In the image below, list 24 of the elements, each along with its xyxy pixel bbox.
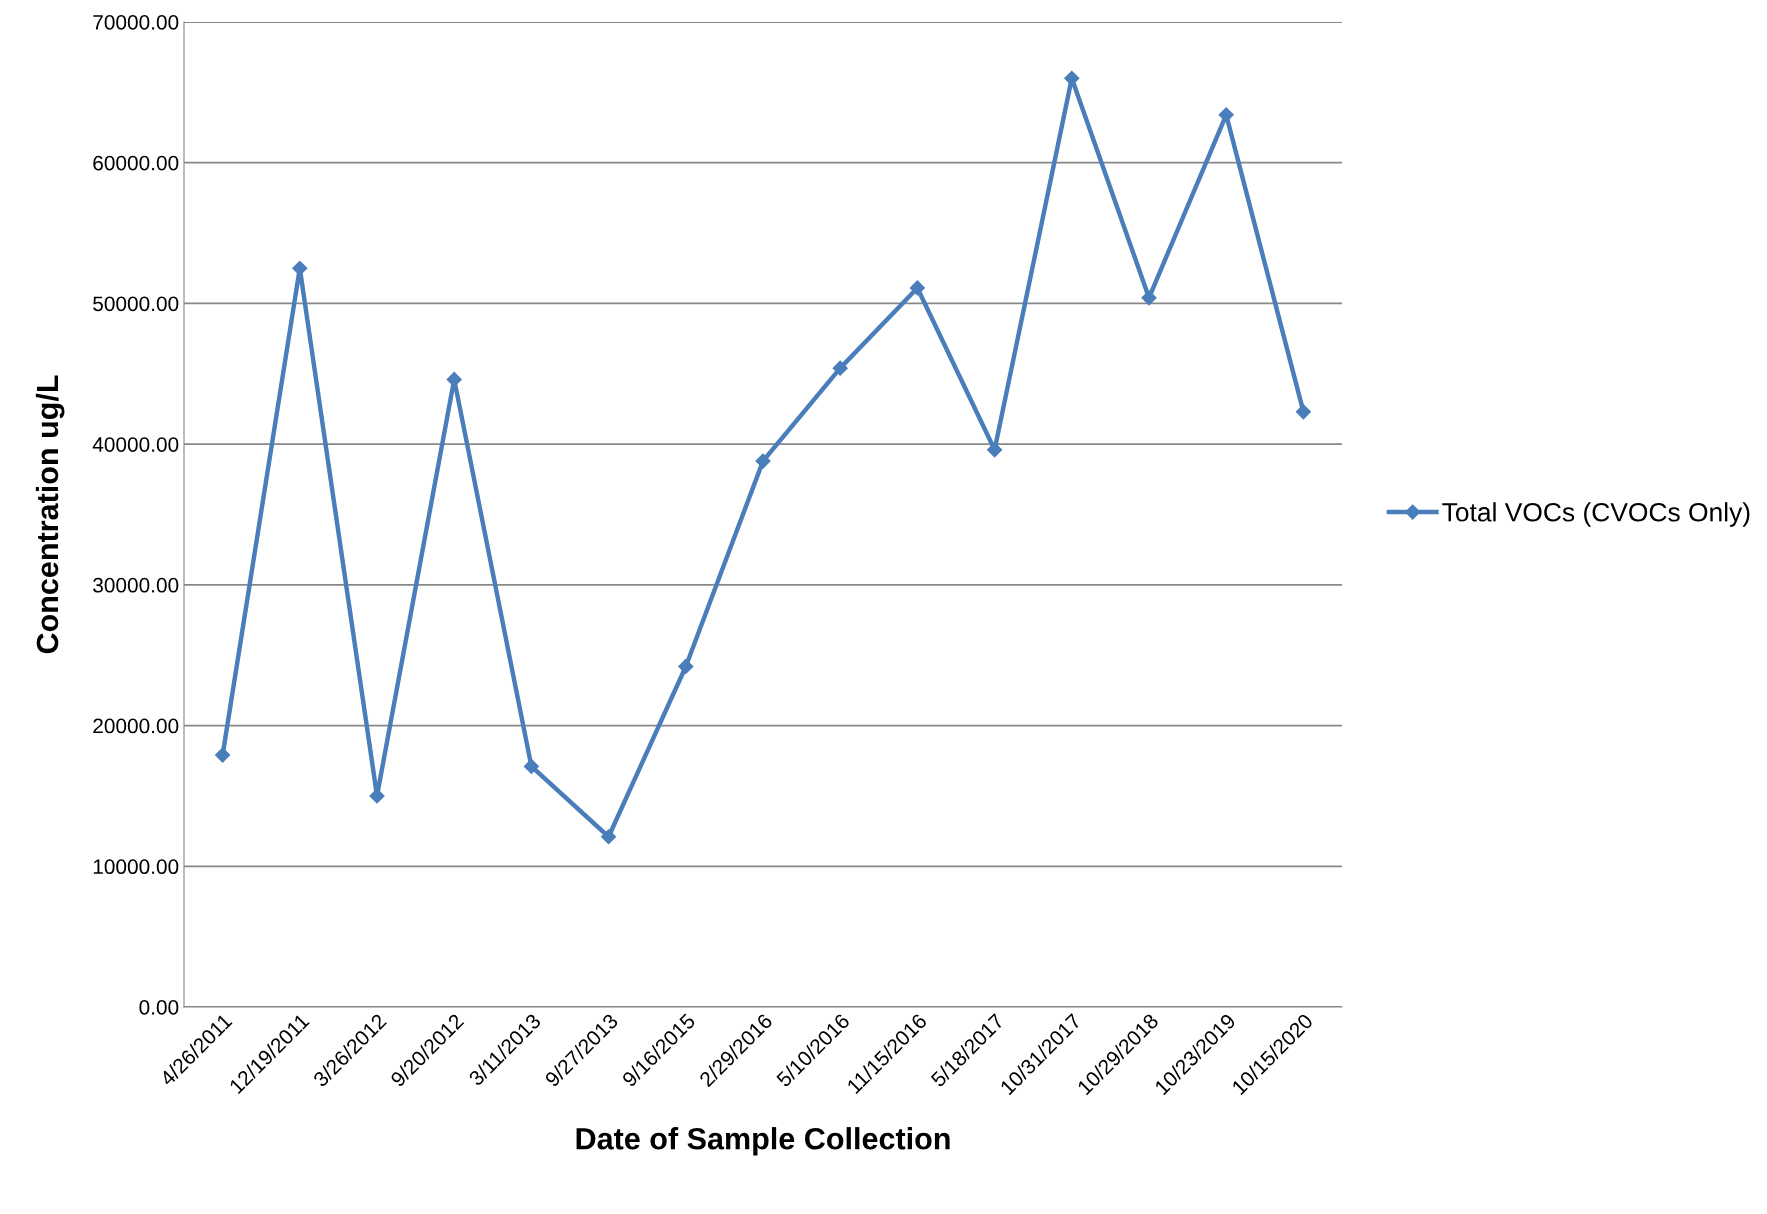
point bbox=[832, 360, 848, 376]
y-tick-label: 40000.00 bbox=[92, 437, 179, 452]
point bbox=[1141, 290, 1157, 306]
point bbox=[678, 658, 694, 675]
point bbox=[755, 453, 771, 469]
point bbox=[446, 371, 462, 387]
y-tick-label: 10000.00 bbox=[93, 859, 179, 875]
y-tick-label: 20000.00 bbox=[93, 718, 179, 734]
y-tick-label: 30000.00 bbox=[93, 577, 179, 593]
point bbox=[523, 758, 539, 774]
point bbox=[909, 280, 925, 296]
point bbox=[215, 747, 231, 763]
y-axis-title: Concentration ug/L bbox=[35, 375, 65, 654]
point bbox=[1295, 404, 1311, 420]
y-tick-label: 50000.00 bbox=[93, 296, 179, 312]
point bbox=[1064, 70, 1080, 86]
y-tick-label: 60000.00 bbox=[93, 155, 179, 171]
y-tick-label: 0.00 bbox=[139, 1000, 179, 1015]
legend-label: Total VOCs (CVOCs Only) bbox=[1442, 502, 1750, 527]
point bbox=[1218, 107, 1234, 123]
x-axis-title: Date of Sample Collection bbox=[576, 1127, 950, 1156]
point bbox=[292, 260, 308, 276]
point bbox=[601, 829, 617, 845]
y-tick-label: 70000.00 bbox=[93, 15, 179, 30]
